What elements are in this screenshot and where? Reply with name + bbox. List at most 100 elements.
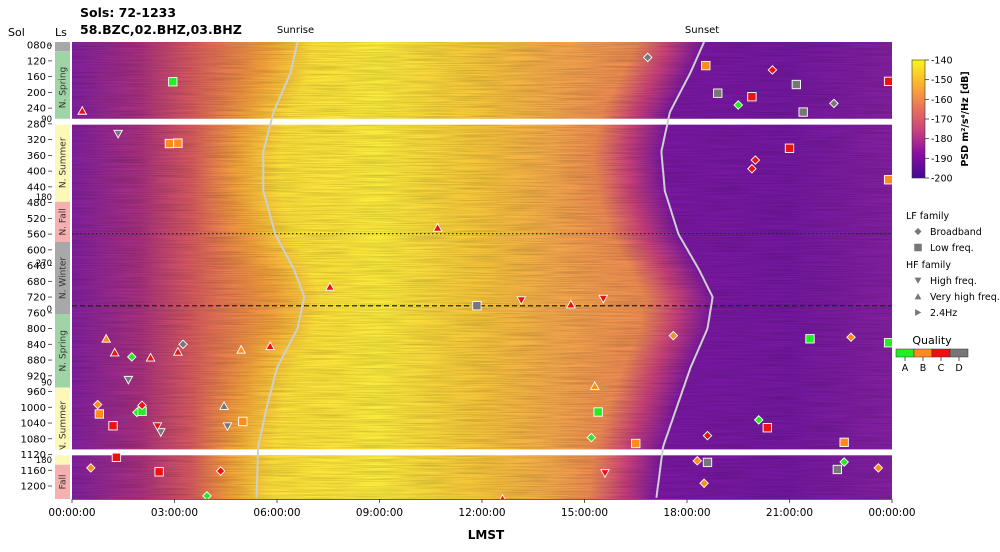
season-label: N. Summer: [59, 137, 69, 188]
colorbar-tick-label: -170: [931, 115, 953, 126]
legend-marker-diamond: [913, 226, 923, 237]
event-marker-low-freq: [762, 423, 772, 433]
event-marker-low-freq: [154, 467, 164, 477]
ls-tick-label: 0: [47, 42, 52, 52]
colorbar: -140 -150 -160 -170 -180 -190 -200 PSD m²/s⁴/H…: [911, 56, 971, 185]
event-marker-very-high-freq: [101, 333, 112, 343]
season-block: [55, 464, 70, 499]
sunrise-label: Sunrise: [277, 25, 314, 36]
event-marker-broadband: [126, 352, 137, 362]
x-tick-label: 21:00:00: [766, 507, 813, 519]
quality-label: B: [920, 363, 927, 374]
event-marker-high-freq: [516, 296, 527, 306]
event-marker-low-freq: [593, 407, 603, 417]
ls-tick-label: 180: [36, 456, 52, 466]
event-marker-broadband: [699, 478, 709, 489]
x-tick-label: 09:00:00: [356, 507, 403, 519]
y-tick-label: 240: [27, 104, 46, 115]
ls-tick-label: 90: [41, 379, 52, 389]
event-marker-low-freq: [747, 92, 757, 102]
event-marker-low-freq: [798, 107, 808, 117]
quality-title: Quality: [912, 334, 952, 347]
event-marker-low-freq: [168, 77, 178, 87]
season-label: N. Fall: [59, 208, 69, 235]
y-tick-label: 1040: [21, 419, 46, 430]
x-tick-label: 15:00:00: [561, 507, 608, 519]
y-tick-label: 800: [27, 324, 46, 335]
event-marker-low-freq: [238, 416, 248, 427]
reference-lines: [72, 233, 892, 307]
quality-label: C: [938, 363, 945, 374]
event-marker-low-freq: [108, 421, 118, 431]
season-block: [55, 201, 70, 242]
event-marker-broadband: [178, 339, 188, 350]
legend-label: Low freq.: [930, 243, 974, 254]
y-tick-label: 440: [27, 182, 46, 193]
y-tick-label: 840: [27, 340, 46, 351]
event-marker-broadband: [846, 332, 856, 343]
data-gaps: [47, 118, 892, 456]
ls-tick-label: 0: [47, 305, 52, 315]
sunset-label: Sunset: [685, 25, 719, 36]
y-tick-label: 360: [27, 151, 46, 162]
event-markers: [77, 52, 892, 499]
event-marker-low-freq: [472, 301, 482, 311]
event-marker-broadband: [873, 463, 884, 473]
colorbar-tick-label: -190: [931, 154, 953, 165]
ls-tick-label: 270: [36, 259, 52, 269]
x-tick-label: 00:00:00: [868, 507, 915, 519]
colorbar-tick-label: -140: [931, 56, 953, 67]
x-axis-label: LMST: [468, 528, 505, 542]
event-marker-very-high-freq: [172, 346, 183, 356]
season-block: [55, 241, 70, 314]
y-tick-label: 1000: [21, 403, 46, 414]
event-marker-very-high-freq: [236, 344, 247, 354]
season-gap: [54, 449, 71, 456]
legend-label: High freq.: [930, 276, 977, 287]
x-tick-label: 03:00:00: [151, 507, 198, 519]
event-marker-broadband: [702, 430, 713, 441]
event-marker-low-freq: [832, 464, 842, 475]
y-tick-label: 200: [27, 88, 46, 99]
sun-curves: [255, 41, 714, 498]
y-tick-label: 080: [27, 41, 46, 52]
season-block: [55, 42, 70, 52]
y-tick-label: 480: [27, 198, 46, 209]
season-label: N. Summer: [59, 401, 69, 452]
event-marker-broadband: [747, 163, 757, 174]
event-marker-broadband: [85, 463, 96, 473]
event-marker-low-freq: [701, 60, 711, 71]
quality-label: D: [955, 363, 962, 374]
y-tick-label: 640: [27, 261, 46, 272]
event-marker-high-freq: [598, 294, 609, 304]
event-marker-low-freq: [713, 88, 723, 98]
legend-lf-title: LF family: [906, 211, 949, 222]
event-marker-broadband: [829, 98, 839, 109]
colorbar-tick-label: -180: [931, 134, 953, 145]
event-marker-low-freq: [883, 76, 892, 87]
x-tick-label: 18:00:00: [663, 507, 710, 519]
y-tick-label: 120: [27, 56, 46, 67]
colorbar-ticks: -140 -150 -160 -170 -180 -190 -200: [925, 56, 953, 185]
event-marker-low-freq: [883, 175, 892, 185]
event-marker-low-freq: [839, 437, 849, 447]
y-tick-label: 600: [27, 245, 46, 256]
spectrogram-texture: [72, 42, 892, 499]
quality-label: A: [902, 363, 909, 374]
event-marker-very-high-freq: [219, 400, 230, 410]
legend-items: Broadband Low freq. High freq. Very high fr…: [913, 226, 1000, 319]
season-label: N. Winter: [59, 257, 69, 299]
event-marker-low-freq: [173, 138, 183, 148]
event-marker-broadband: [92, 399, 103, 410]
event-marker-low-freq: [111, 452, 122, 462]
event-marker-low-freq: [883, 338, 892, 348]
event-marker-very-high-freq: [265, 341, 276, 351]
legend-label: Broadband: [930, 227, 982, 238]
event-marker-low-freq: [784, 143, 795, 153]
x-tick-label: 12:00:00: [458, 507, 505, 519]
x-tick-label: 06:00:00: [253, 507, 300, 519]
ls-tick-label: 180: [36, 193, 52, 203]
x-axis: 00:00:00 03:00:00 06:00:00 09:00:00 12:00:00…: [48, 499, 916, 519]
event-marker-low-freq: [805, 334, 815, 344]
